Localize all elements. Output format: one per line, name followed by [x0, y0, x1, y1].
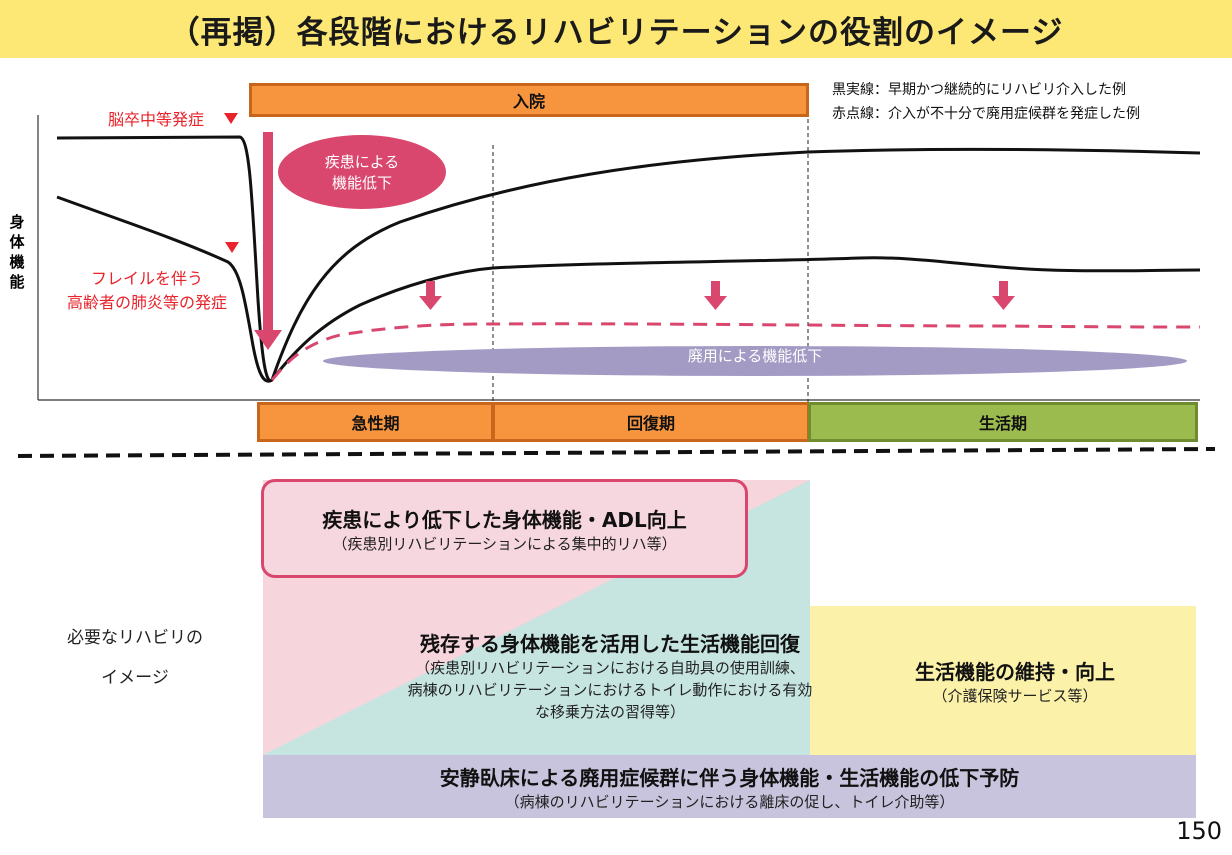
- acute-rehab-sub: （疾患別リハビリテーションによる集中的リハ等）: [332, 535, 677, 553]
- disease-decline-label: 疾患による 機能低下: [282, 152, 442, 194]
- life-area: [810, 606, 1196, 755]
- title-bar: （再掲）各段階におけるリハビリテーションの役割のイメージ: [0, 0, 1232, 58]
- recovery-rehab-text: 残存する身体機能を活用した生活機能回復 （疾患別リハビリテーションにおける自助具…: [330, 628, 920, 723]
- disease-decline-line2: 機能低下: [331, 174, 392, 192]
- phase-acute-label: 急性期: [351, 414, 400, 433]
- legend: 黒実線：早期かつ継続的にリハビリ介入した例 赤点線：介入が不十分で廃用症候群を発…: [832, 78, 1140, 126]
- acute-rehab-title: 疾患により低下した身体機能・ADL向上: [322, 508, 687, 532]
- prevention-rehab-title: 安静臥床による廃用症候群に伴う身体機能・生活機能の低下予防: [439, 766, 1020, 790]
- admission-label: 入院: [512, 92, 545, 111]
- life-rehab-sub: （介護保険サービス等）: [932, 687, 1098, 705]
- stroke-onset-marker: [224, 113, 238, 124]
- frail-line2: 高齢者の肺炎等の発症: [66, 293, 227, 312]
- disease-decline-ellipse: [278, 135, 446, 209]
- prevention-area: [263, 755, 1196, 818]
- disuse-decline-label: 廃用による機能低下: [687, 347, 823, 365]
- frail-onset-label: フレイルを伴う 高齢者の肺炎等の発症: [42, 267, 252, 315]
- legend-black: 黒実線：早期かつ継続的にリハビリ介入した例: [832, 82, 1126, 98]
- disease-decline-line1: 疾患による: [324, 153, 400, 171]
- y-axis-label: 身体機能: [9, 213, 25, 291]
- phase-recovery: 回復期: [492, 402, 810, 442]
- acute-rehab-box: 疾患により低下した身体機能・ADL向上 （疾患別リハビリテーションによる集中的リ…: [261, 479, 748, 578]
- recovery-rehab-sub1: （疾患別リハビリテーションにおける自助具の使用訓練、: [415, 659, 805, 677]
- prevention-rehab-text: 安静臥床による廃用症候群に伴う身体機能・生活機能の低下予防 （病棟のリハビリテー…: [263, 762, 1196, 813]
- life-rehab-text: 生活機能の維持・向上 （介護保険サービス等）: [870, 656, 1160, 707]
- side-label-line2: イメージ: [101, 668, 169, 688]
- phase-acute: 急性期: [257, 402, 494, 442]
- legend-red: 赤点線：介入が不十分で廃用症候群を発症した例: [832, 106, 1140, 122]
- black-line-early-rehab: [56, 135, 1201, 383]
- stroke-onset-label: 脳卒中等発症: [108, 110, 205, 129]
- frail-line1: フレイルを伴う: [90, 269, 203, 288]
- function-chart: [17, 105, 1216, 458]
- recovery-rehab-title: 残存する身体機能を活用した生活機能回復: [420, 632, 800, 656]
- frail-onset-marker: [225, 242, 239, 253]
- recovery-rehab-sub3: な移乗方法の習得等）: [534, 703, 685, 721]
- phase-life: 生活期: [808, 402, 1198, 442]
- admission-bar: 入院: [249, 83, 809, 117]
- decline-arrow-shaft: [263, 132, 273, 332]
- disuse-ellipse: [323, 346, 1187, 376]
- life-rehab-title: 生活機能の維持・向上: [915, 660, 1115, 684]
- black-line-frail: [56, 195, 1201, 383]
- side-label-line1: 必要なリハビリの: [67, 628, 203, 648]
- rehab-side-label: 必要なリハビリの イメージ: [30, 618, 240, 698]
- red-dashed-line-disuse: [270, 322, 1201, 381]
- decline-arrow-head: [254, 330, 282, 350]
- downward-arrows: [419, 281, 1015, 310]
- recovery-rehab-sub2: 病棟のリハビリテーションにおけるトイレ動作における有効: [407, 681, 813, 699]
- phase-life-label: 生活期: [978, 414, 1027, 433]
- section-separator: [17, 447, 1216, 458]
- prevention-rehab-sub: （病棟のリハビリテーションにおける離床の促し、トイレ介助等）: [504, 793, 955, 811]
- page-title: （再掲）各段階におけるリハビリテーションの役割のイメージ: [168, 14, 1064, 51]
- page-number: 150: [1176, 817, 1222, 845]
- phase-recovery-label: 回復期: [626, 414, 675, 433]
